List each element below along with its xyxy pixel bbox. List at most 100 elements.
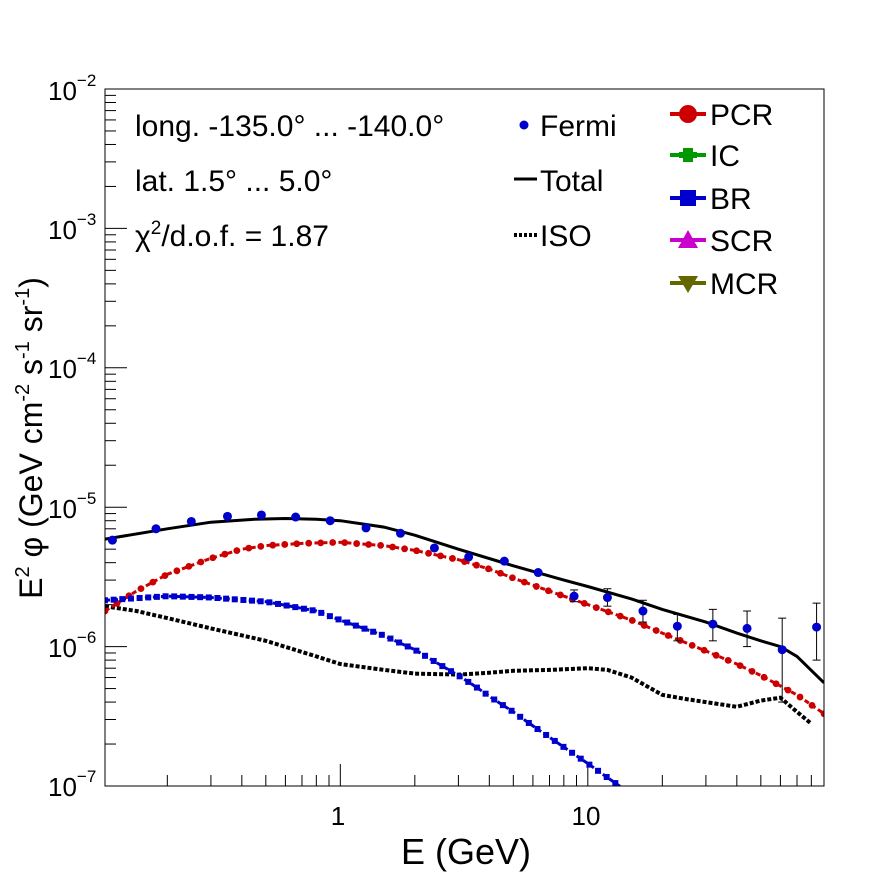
fermi-data-points <box>107 510 822 703</box>
series-pcr-marker <box>257 542 265 550</box>
legend-label: Fermi <box>540 110 617 143</box>
series-pcr-marker <box>509 574 516 582</box>
series-pcr-marker <box>197 558 205 566</box>
legend-marker-triangle-down-icon <box>678 276 698 293</box>
series-br-marker <box>508 707 515 714</box>
series-br-marker <box>482 690 489 697</box>
legend-label: IC <box>710 140 740 173</box>
legend-entry-mcr: MCR <box>670 268 778 301</box>
series-pcr-marker <box>485 565 492 573</box>
series-br-marker <box>257 598 264 605</box>
legend-marker-triangle-up-icon <box>678 230 698 248</box>
series-pcr-marker <box>688 641 696 649</box>
legend-right: PCR IC BR SCR MCR <box>670 99 778 301</box>
series-br-marker <box>197 594 204 601</box>
series-br-marker <box>214 595 221 602</box>
series-br-marker <box>534 726 541 733</box>
series-pcr-marker <box>664 632 672 639</box>
legend-left: Fermi Total ISO <box>514 110 617 253</box>
fermi-point <box>742 623 752 633</box>
series-total-line <box>105 516 824 684</box>
legend-marker-square-icon <box>680 190 696 206</box>
series-br-marker <box>569 749 576 756</box>
series-br-marker <box>595 767 602 774</box>
series-br-marker <box>283 602 290 609</box>
legend-label: MCR <box>710 268 778 301</box>
series-pcr-marker <box>473 561 480 569</box>
series-br-marker <box>318 609 325 616</box>
fermi-point <box>812 622 822 632</box>
y-tick-label: 10−6 <box>48 628 96 663</box>
y-tick-label: 10−4 <box>48 349 96 384</box>
series-pcr-marker <box>640 622 648 629</box>
series-br-marker <box>188 593 195 600</box>
series-br-marker <box>387 635 394 642</box>
series-pcr-marker <box>137 585 145 593</box>
series-br-marker <box>560 743 567 750</box>
legend-entry-ic: IC <box>670 140 740 173</box>
y-tick-labels: 10−7 10−6 10−5 10−4 10−3 10−2 <box>48 71 96 802</box>
series-br-marker <box>439 663 446 670</box>
series-br-marker <box>517 713 524 720</box>
fermi-point <box>708 619 718 629</box>
series-pcr-marker <box>449 555 456 562</box>
x-tick-label: 10 <box>572 801 601 831</box>
series-br-marker <box>344 619 351 626</box>
series-pcr-marker <box>173 567 181 575</box>
annotations: long. -135.0° ... -140.0° lat. 1.5° ... … <box>135 110 444 253</box>
legend-label: ISO <box>540 220 592 253</box>
fermi-point <box>186 516 196 526</box>
series-br-marker <box>240 596 247 603</box>
series-br-marker <box>370 628 377 635</box>
series-br-marker <box>231 596 238 603</box>
series-pcr-marker <box>521 578 528 586</box>
series-pcr-marker <box>604 608 612 616</box>
series-br-marker <box>352 622 359 629</box>
x-tick-label: 1 <box>331 801 345 831</box>
series-pcr-marker <box>161 572 169 580</box>
x-tick-labels: 1 10 <box>331 801 601 831</box>
series-br-marker <box>110 596 117 603</box>
series-br-marker <box>473 684 480 691</box>
series-pcr-marker <box>556 591 564 599</box>
fermi-point <box>107 535 117 545</box>
fermi-point <box>638 606 648 616</box>
fermi-point <box>569 591 579 601</box>
legend-label: PCR <box>710 99 773 132</box>
series-br-marker <box>223 595 230 602</box>
fermi-point <box>499 556 509 566</box>
series-br-marker <box>153 593 160 600</box>
series-br-marker <box>292 604 299 611</box>
series-br-marker <box>361 625 368 632</box>
series-pcr-marker <box>796 693 804 701</box>
series-pcr-marker <box>724 656 732 664</box>
fermi-point <box>429 543 439 553</box>
series-pcr-marker <box>425 549 432 557</box>
series-pcr-marker <box>544 587 552 595</box>
series-br-marker <box>105 597 108 604</box>
series-br-marker <box>300 605 307 612</box>
series-pcr-marker <box>497 569 504 577</box>
series-br-marker <box>603 774 610 781</box>
legend-marker-dot-icon <box>519 120 529 130</box>
series-pcr-marker <box>365 541 373 548</box>
legend-label: BR <box>710 183 752 216</box>
series-br-marker <box>577 755 584 762</box>
series-br-marker <box>525 719 532 726</box>
fermi-point <box>533 568 543 578</box>
series-br-marker <box>145 594 152 601</box>
fermi-point <box>151 524 161 534</box>
fermi-point <box>395 528 405 538</box>
fermi-point <box>777 645 787 655</box>
series-br-marker <box>179 593 186 600</box>
series-pcr-marker <box>401 545 408 553</box>
series-pcr-marker <box>353 540 361 547</box>
fermi-point <box>256 510 266 520</box>
series-br-marker <box>447 668 454 675</box>
series-br-marker <box>162 593 169 600</box>
series-pcr-marker <box>592 604 600 612</box>
series-pcr-marker <box>377 541 385 549</box>
legend-entry-total: Total <box>514 165 603 198</box>
series-pcr-marker <box>281 541 289 548</box>
